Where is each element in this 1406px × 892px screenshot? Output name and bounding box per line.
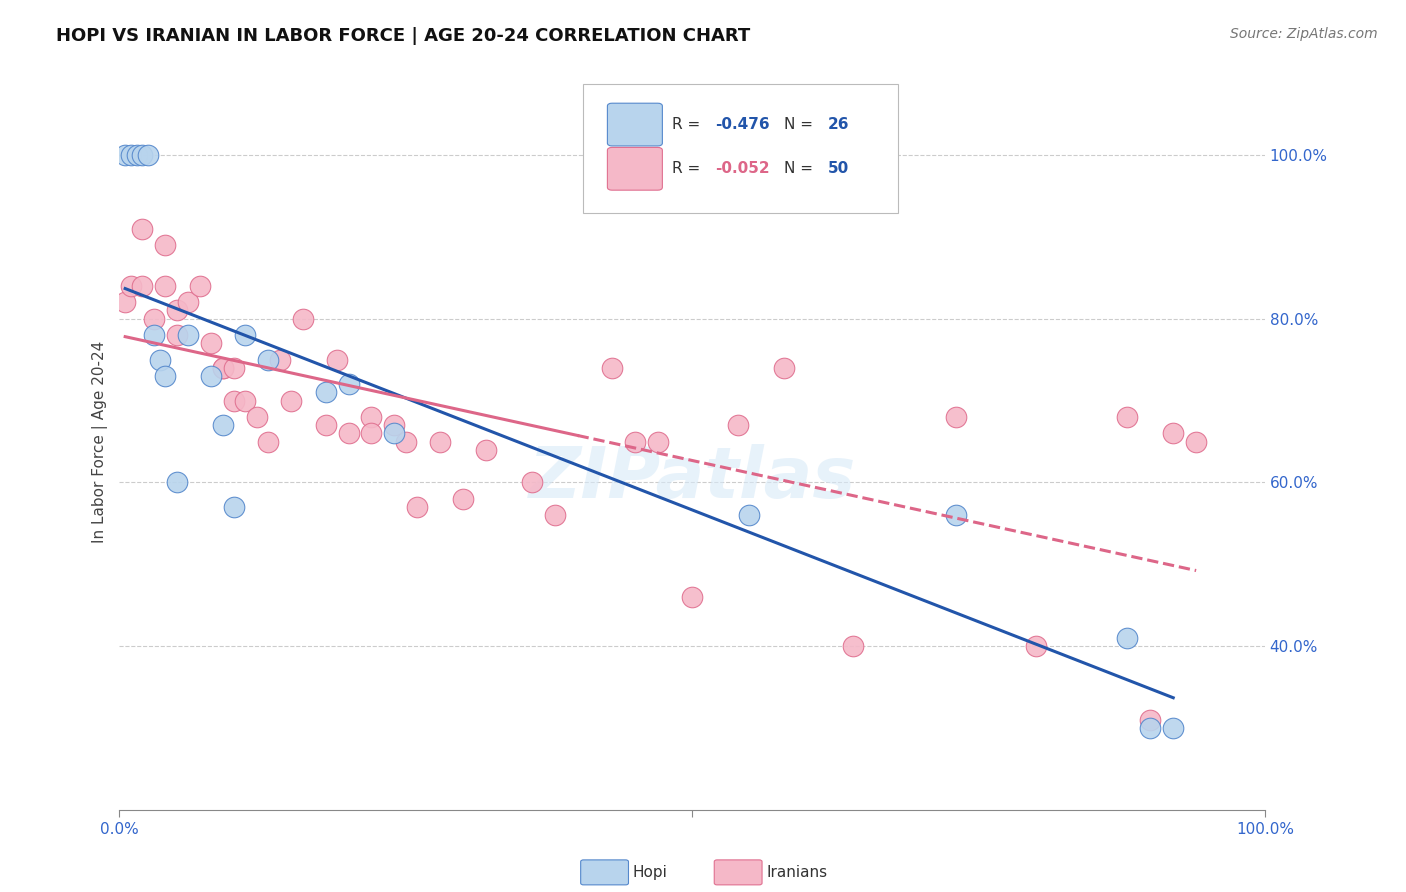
- Point: [131, 279, 153, 293]
- Point: [772, 360, 794, 375]
- Point: [681, 590, 703, 604]
- Point: [1025, 640, 1047, 654]
- Text: N =: N =: [783, 117, 818, 132]
- Point: [520, 475, 543, 490]
- Point: [315, 418, 337, 433]
- Point: [360, 426, 382, 441]
- Point: [235, 328, 257, 343]
- Text: -0.052: -0.052: [716, 161, 769, 177]
- Point: [406, 500, 429, 514]
- Text: -0.476: -0.476: [716, 117, 769, 132]
- Text: Hopi: Hopi: [633, 865, 668, 880]
- Point: [326, 352, 349, 367]
- Point: [291, 311, 314, 326]
- Point: [544, 508, 567, 523]
- Point: [429, 434, 451, 449]
- Point: [131, 148, 153, 162]
- Point: [337, 426, 360, 441]
- Text: N =: N =: [783, 161, 818, 177]
- Point: [177, 328, 200, 343]
- Point: [451, 491, 474, 506]
- Text: R =: R =: [672, 117, 704, 132]
- Point: [360, 409, 382, 424]
- Point: [1161, 426, 1184, 441]
- Point: [222, 500, 245, 514]
- Point: [382, 426, 405, 441]
- Point: [211, 418, 233, 433]
- Point: [200, 369, 222, 384]
- Point: [647, 434, 669, 449]
- Point: [1161, 721, 1184, 735]
- Point: [148, 352, 170, 367]
- Point: [177, 295, 200, 310]
- Point: [945, 508, 967, 523]
- Point: [315, 385, 337, 400]
- FancyBboxPatch shape: [607, 103, 662, 146]
- Point: [1139, 713, 1161, 727]
- Point: [136, 148, 159, 162]
- Text: R =: R =: [672, 161, 704, 177]
- Point: [166, 475, 188, 490]
- Point: [738, 508, 761, 523]
- Point: [337, 377, 360, 392]
- Point: [280, 393, 302, 408]
- Text: HOPI VS IRANIAN IN LABOR FORCE | AGE 20-24 CORRELATION CHART: HOPI VS IRANIAN IN LABOR FORCE | AGE 20-…: [56, 27, 751, 45]
- Point: [200, 336, 222, 351]
- Point: [131, 221, 153, 235]
- Point: [727, 418, 749, 433]
- Point: [120, 148, 142, 162]
- Point: [1116, 631, 1139, 645]
- Point: [125, 148, 148, 162]
- Text: ZIPatlas: ZIPatlas: [529, 444, 856, 513]
- Point: [155, 369, 177, 384]
- Point: [142, 328, 165, 343]
- Point: [155, 238, 177, 252]
- Text: Iranians: Iranians: [766, 865, 827, 880]
- Point: [114, 295, 136, 310]
- Point: [1185, 434, 1208, 449]
- Point: [395, 434, 418, 449]
- Point: [382, 418, 405, 433]
- Point: [257, 352, 280, 367]
- Point: [600, 360, 623, 375]
- Point: [188, 279, 211, 293]
- Text: 26: 26: [827, 117, 849, 132]
- FancyBboxPatch shape: [607, 147, 662, 190]
- Point: [841, 640, 863, 654]
- Point: [945, 409, 967, 424]
- Text: 50: 50: [827, 161, 849, 177]
- Point: [246, 409, 269, 424]
- Point: [120, 279, 142, 293]
- Point: [166, 328, 188, 343]
- Point: [166, 303, 188, 318]
- Point: [142, 311, 165, 326]
- Point: [235, 393, 257, 408]
- Y-axis label: In Labor Force | Age 20-24: In Labor Force | Age 20-24: [93, 341, 108, 542]
- Point: [222, 393, 245, 408]
- Point: [155, 279, 177, 293]
- Point: [1139, 721, 1161, 735]
- Point: [624, 434, 647, 449]
- Point: [211, 360, 233, 375]
- Point: [114, 148, 136, 162]
- Point: [222, 360, 245, 375]
- Point: [211, 360, 233, 375]
- Text: Source: ZipAtlas.com: Source: ZipAtlas.com: [1230, 27, 1378, 41]
- Point: [269, 352, 291, 367]
- Point: [475, 442, 498, 457]
- FancyBboxPatch shape: [583, 84, 898, 213]
- Point: [1116, 409, 1139, 424]
- Point: [257, 434, 280, 449]
